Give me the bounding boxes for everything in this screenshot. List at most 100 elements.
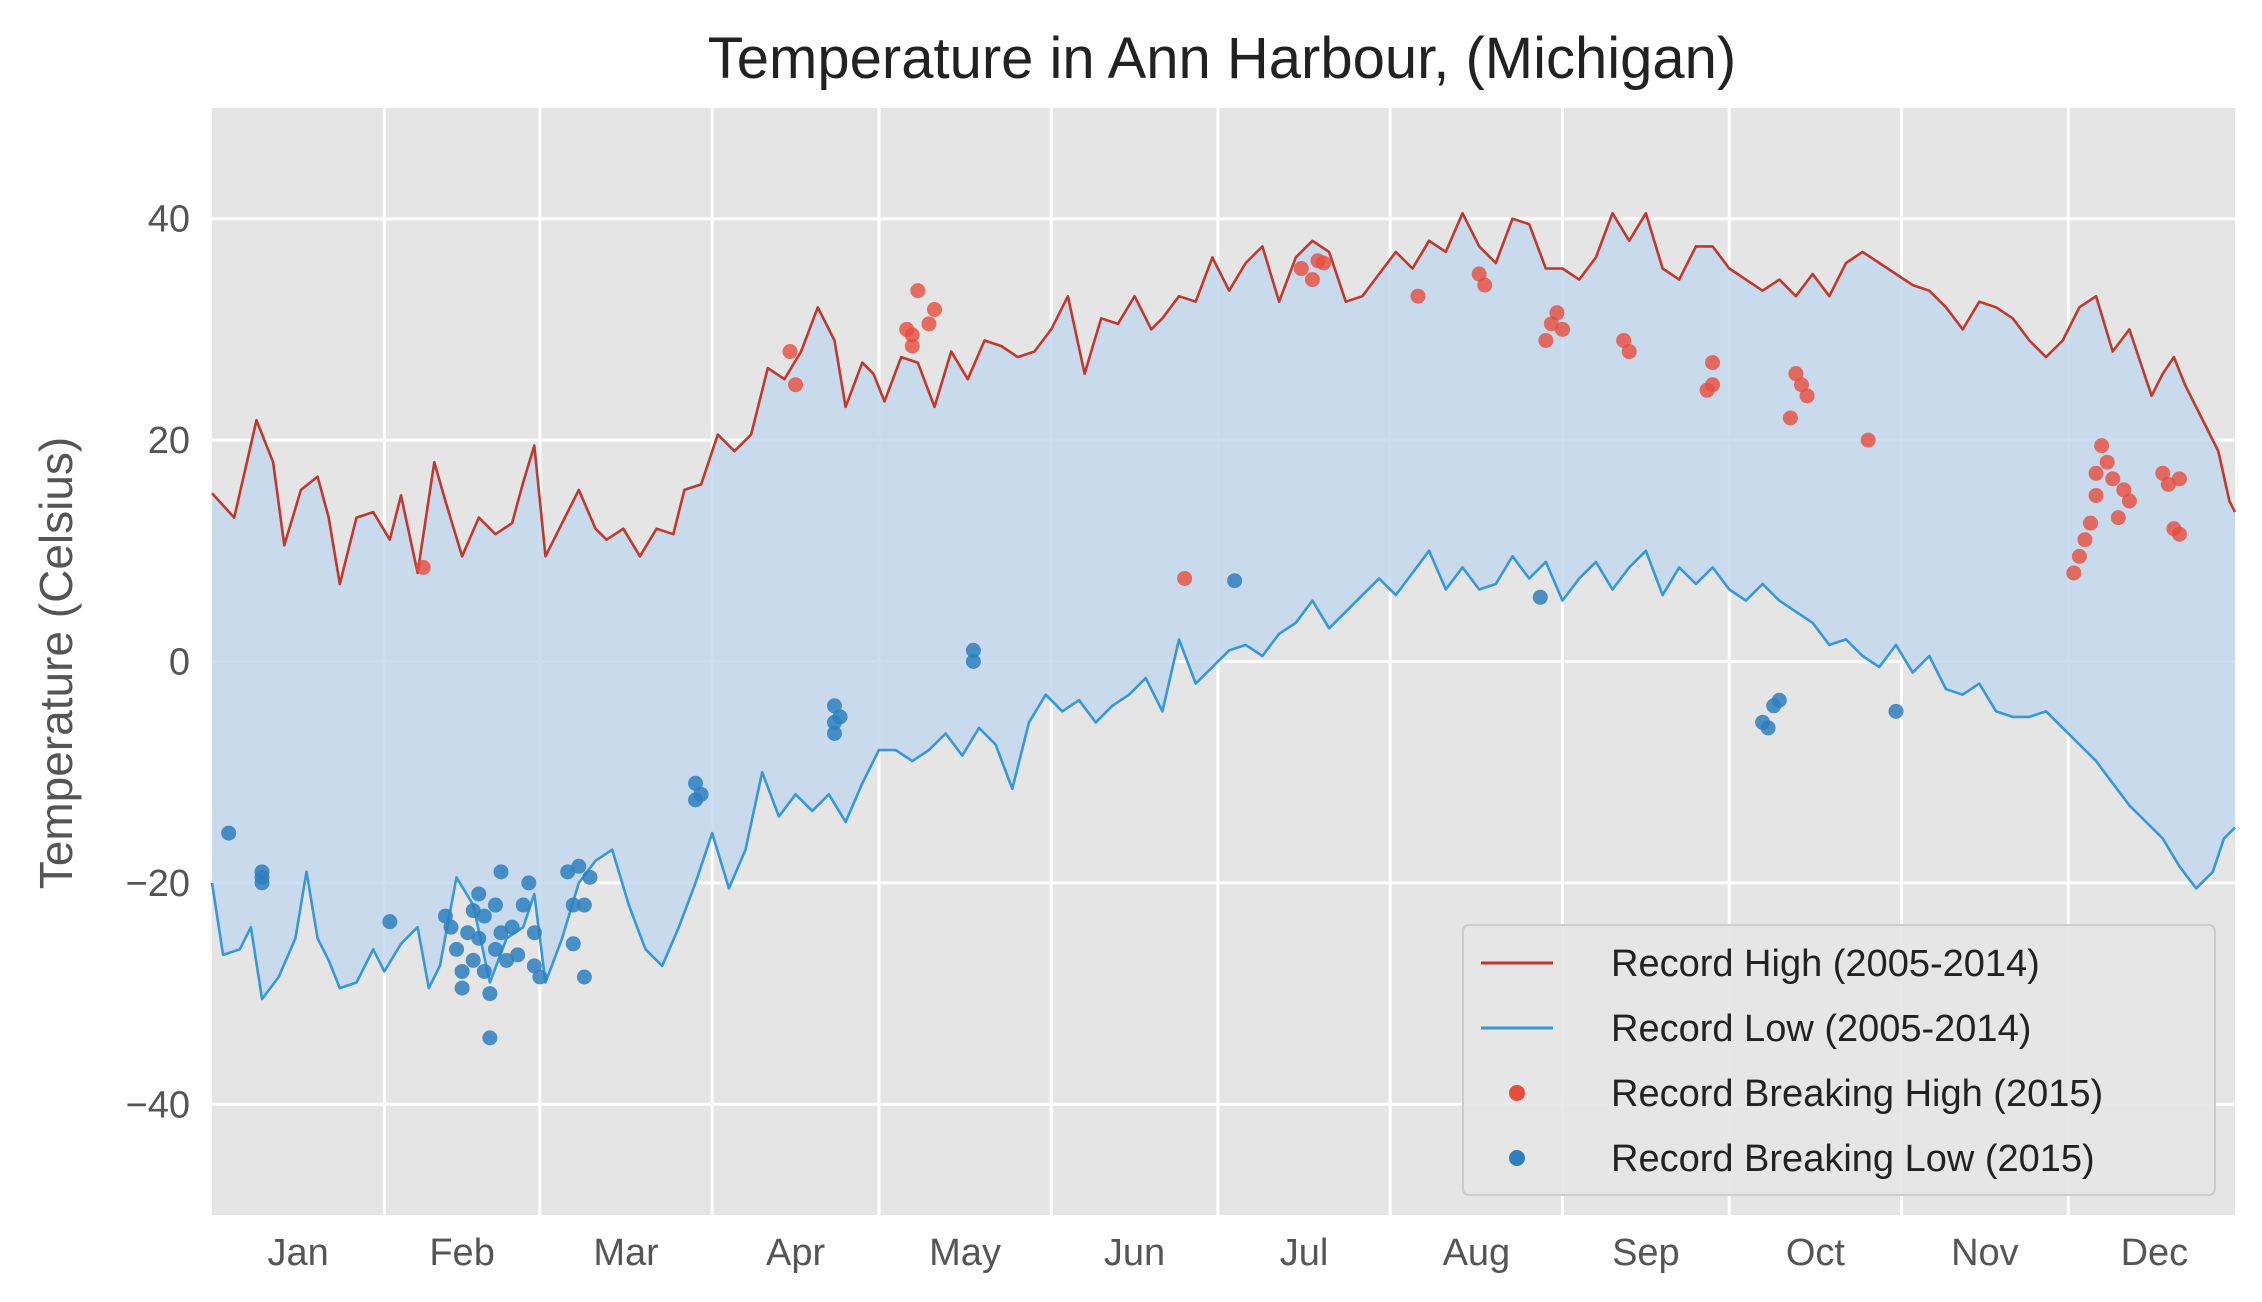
- record-high-2015-point: [2083, 515, 2098, 531]
- record-low-2015-point: [254, 875, 270, 891]
- record-high-2015-point: [1304, 272, 1320, 288]
- x-tick-label: Sep: [1612, 1232, 1680, 1274]
- record-high-2015-point: [927, 301, 942, 317]
- record-low-2015-point: [515, 897, 531, 913]
- record-high-line: [211, 211, 2237, 586]
- record-low-2015-point: [504, 919, 520, 935]
- record-high-2015-point: [2071, 548, 2087, 564]
- record-high-2015-point: [1782, 410, 1798, 426]
- record-low-2015-point: [571, 858, 587, 874]
- record-range-fill: [212, 213, 2235, 1000]
- legend-record-low-label: Record Low (2005-2014): [1611, 1008, 2031, 1050]
- x-tick-label: Nov: [1951, 1232, 2019, 1274]
- record-low-2015-point: [832, 709, 848, 725]
- y-tick-label: −40: [126, 1084, 190, 1126]
- legend-record-breaking-low-swatch: [1509, 1150, 1525, 1166]
- legend-record-high-label: Record High (2005-2014): [1611, 943, 2040, 985]
- record-high-2015-point: [2088, 465, 2104, 481]
- legend-record-breaking-high-label: Record Breaking High (2015): [1611, 1073, 2103, 1115]
- x-tick-label: Jan: [268, 1232, 329, 1274]
- record-high-2015-point: [2077, 532, 2093, 548]
- record-low-2015-point: [449, 941, 465, 957]
- record-low-2015-point: [510, 947, 526, 963]
- record-high-2015-point: [2099, 454, 2115, 470]
- record-low-2015-point: [476, 908, 492, 924]
- record-low-2015-point: [382, 914, 398, 930]
- record-low-2015-point: [443, 919, 459, 935]
- record-low-2015-point: [437, 908, 453, 924]
- record-high-2015-point: [788, 377, 804, 393]
- x-tick-label: Feb: [429, 1232, 494, 1274]
- record-high-2015-point: [904, 327, 920, 343]
- record-high-2015-point: [1621, 344, 1637, 360]
- y-axis-label: Temperature (Celsius): [30, 437, 82, 889]
- record-high-2015-point: [1705, 355, 1721, 371]
- record-low-2015-point: [487, 897, 503, 913]
- x-tick-label: Oct: [1786, 1232, 1846, 1274]
- record-low-2015-point: [465, 903, 481, 919]
- legend-record-breaking-low-label: Record Breaking Low (2015): [1611, 1138, 2095, 1180]
- x-tick-label: Jul: [1280, 1232, 1329, 1274]
- record-high-2015-point: [2155, 465, 2171, 481]
- record-low-2015-point: [521, 875, 537, 891]
- record-low-2015-point: [826, 725, 842, 741]
- x-tick-label: Aug: [1443, 1232, 1511, 1274]
- record-high-2015-point: [1616, 332, 1632, 348]
- record-low-2015-point: [565, 897, 581, 913]
- record-high-2015-point: [2088, 487, 2104, 503]
- record-low-2015-point: [476, 963, 492, 979]
- record-low-2015-point: [487, 941, 503, 957]
- record-low-2015-point: [826, 698, 842, 714]
- record-low-2015-point: [560, 864, 576, 880]
- x-tick-label: May: [929, 1232, 1001, 1274]
- record-high-2015-point: [782, 344, 798, 360]
- record-low-2015-point: [1771, 692, 1787, 708]
- record-high-2015-point: [910, 283, 926, 299]
- plot-area: −40 −20 0 20 40 Jan Feb Mar Apr May Jun Jul Aug Sep Oc…: [126, 108, 2237, 1274]
- legend-box: [1462, 924, 2216, 1196]
- record-low-2015-point: [499, 952, 515, 968]
- record-high-2015-point: [2116, 482, 2132, 498]
- record-low-2015-point: [965, 642, 981, 658]
- chart-title: Temperature in Ann Harbour, (Michigan): [708, 26, 1736, 91]
- y-tick-label: −20: [126, 863, 190, 905]
- record-low-2015-point: [576, 969, 592, 985]
- legend: Record High (2005-2014) Record Low (2005-…: [1462, 924, 2216, 1196]
- record-low-2015-point: [576, 897, 592, 913]
- record-low-2015-point: [965, 654, 981, 669]
- record-high-2015-point: [1316, 255, 1332, 271]
- record-low-line: [210, 549, 2236, 1001]
- record-low-2015-point: [471, 886, 487, 902]
- record-low-2015-point: [532, 969, 548, 985]
- record-high-2015-point: [1477, 277, 1493, 293]
- x-tick-label: Dec: [2121, 1232, 2189, 1274]
- record-high-2015-point: [1293, 261, 1309, 277]
- record-low-2015-point: [1532, 589, 1548, 605]
- record-high-2015-point: [1705, 377, 1721, 393]
- record-high-2015-point: [1788, 366, 1804, 382]
- record-low-2015-point: [454, 980, 470, 996]
- record-high-2015-point: [1799, 388, 1815, 404]
- record-high-2015-point: [2105, 471, 2121, 487]
- record-high-2015-point: [1177, 570, 1193, 586]
- record-low-2015-point: [693, 786, 709, 802]
- record-low-2015-point: [1760, 720, 1776, 736]
- record-low-2015-point: [460, 925, 476, 941]
- legend-record-breaking-high-swatch: [1509, 1085, 1525, 1101]
- y-tick-label: 20: [148, 420, 190, 462]
- record-low-2015-point: [482, 1030, 498, 1046]
- record-low-2015-point: [454, 963, 470, 979]
- record-high-2015-point: [2171, 471, 2187, 487]
- x-tick-label: Mar: [593, 1232, 659, 1274]
- record-low-2015-point: [493, 864, 509, 880]
- y-tick-label: 40: [148, 199, 190, 241]
- x-tick-label: Apr: [766, 1232, 825, 1274]
- record-high-2015-point: [2110, 510, 2126, 526]
- record-high-2015-point: [1471, 266, 1487, 282]
- record-low-2015-point: [526, 958, 542, 974]
- record-high-2015-point: [1410, 288, 1426, 304]
- record-low-2015-point: [1888, 703, 1904, 719]
- record-high-2015-point: [415, 559, 431, 575]
- record-low-2015-point: [221, 825, 237, 841]
